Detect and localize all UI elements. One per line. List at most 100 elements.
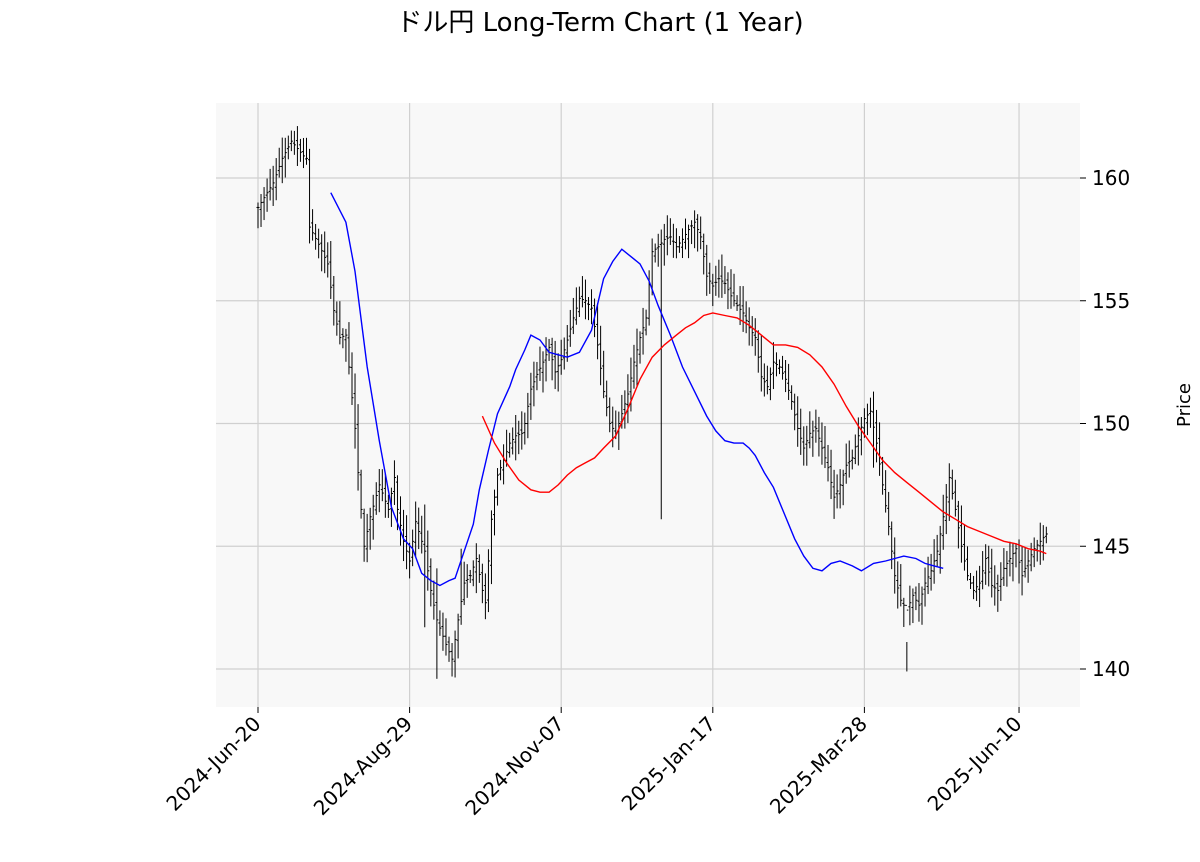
ohlc-bar xyxy=(553,340,557,390)
ohlc-bar xyxy=(1044,526,1048,544)
ohlc-bar xyxy=(611,406,615,448)
ohlc-bar xyxy=(787,363,791,400)
ohlc-bar xyxy=(756,330,760,373)
ohlc-bar xyxy=(289,130,293,152)
chart-title: ドル円 Long-Term Chart (1 Year) xyxy=(396,8,804,38)
ohlc-bar xyxy=(835,474,839,509)
ohlc-bar xyxy=(744,301,748,334)
ohlc-bar xyxy=(875,409,879,463)
ohlc-bar xyxy=(377,469,381,513)
ohlc-bar xyxy=(529,372,533,420)
ohlc-bar xyxy=(356,404,360,491)
ohlc-bar xyxy=(508,432,512,458)
ohlc-bar xyxy=(735,295,739,311)
ohlc-bar xyxy=(978,565,982,608)
ohlc-bar xyxy=(823,425,827,469)
ohlc-bar xyxy=(847,440,851,478)
ohlc-bar xyxy=(729,269,733,309)
ohlc-bar xyxy=(474,543,478,594)
ohlc-bar xyxy=(781,355,785,380)
ohlc-bar xyxy=(259,194,263,227)
ohlc-bar xyxy=(1005,550,1009,587)
plot-area xyxy=(216,103,1080,707)
ohlc-bar xyxy=(717,259,721,298)
x-tick-label: 2024-Aug-29 xyxy=(309,712,417,820)
ohlc-bar xyxy=(408,542,412,579)
ohlc-bar xyxy=(623,390,627,429)
ohlc-bar xyxy=(599,325,603,386)
ohlc-bar xyxy=(826,444,830,482)
ohlc-bar xyxy=(911,588,915,624)
ohlc-bar xyxy=(868,397,872,428)
ohlc-bar xyxy=(359,469,363,519)
ohlc-bar xyxy=(326,242,330,278)
ohlc-bar xyxy=(962,525,966,571)
ohlc-bar xyxy=(453,630,457,678)
ohlc-bar xyxy=(420,515,424,554)
ohlc-bar xyxy=(1020,546,1024,596)
y-tick-label: 155 xyxy=(1092,289,1130,313)
ohlc-bar xyxy=(447,636,451,662)
ohlc-bar xyxy=(271,165,275,206)
ohlc-bar xyxy=(283,137,287,178)
ohlc-bar xyxy=(538,346,542,381)
ohlc-bar xyxy=(726,272,730,310)
ohlc-bar xyxy=(1008,541,1012,577)
ohlc-bar xyxy=(714,265,718,296)
ohlc-bar xyxy=(559,339,563,375)
ohlc-bar xyxy=(353,373,357,449)
ohlc-bar xyxy=(999,562,1003,601)
ohlc-bar xyxy=(1026,549,1030,583)
ohlc-bar xyxy=(311,209,315,241)
ohlc-bar xyxy=(608,397,612,433)
ohlc-bar xyxy=(680,228,684,259)
ohlc-bar xyxy=(841,469,845,506)
ohlc-bar xyxy=(395,475,399,531)
ohlc-bar xyxy=(923,567,927,607)
ohlc-bar xyxy=(568,309,572,347)
ohlc-bar xyxy=(832,469,836,519)
ohlc-bar xyxy=(414,501,418,557)
ohlc-bar xyxy=(844,443,848,484)
ohlc-bar xyxy=(720,254,724,298)
ohlc-bars xyxy=(256,126,1048,679)
ohlc-bar xyxy=(320,234,324,272)
ohlc-bar xyxy=(805,425,809,466)
ohlc-bar xyxy=(899,564,903,607)
ohlc-bar xyxy=(929,553,933,591)
ohlc-bar xyxy=(514,414,518,461)
ohlc-bar xyxy=(774,352,778,377)
ohlc-bar xyxy=(350,352,354,406)
ohlc-bar xyxy=(793,393,797,431)
ohlc-bar xyxy=(771,342,775,390)
ohlc-bar xyxy=(687,224,691,259)
x-axis: 2024-Jun-20 2024-Aug-29 2024-Nov-07 2025-Ja… xyxy=(161,707,1027,820)
ohlc-bar xyxy=(850,449,854,470)
ohlc-bar xyxy=(423,504,427,628)
ohlc-bar xyxy=(641,307,645,355)
y-axis-label: Price xyxy=(1174,383,1195,427)
ohlc-bar xyxy=(456,613,460,659)
ohlc-bar xyxy=(656,233,660,267)
ohlc-bar xyxy=(917,583,921,622)
ohlc-bar xyxy=(371,494,375,540)
ohlc-bar xyxy=(965,546,969,581)
x-tick-label: 2024-Jun-20 xyxy=(161,712,265,816)
ohlc-bar xyxy=(580,276,584,308)
ohlc-bar xyxy=(626,374,630,424)
ohlc-bar xyxy=(520,411,524,450)
ohlc-bar xyxy=(471,560,475,587)
ohlc-bar xyxy=(323,231,327,274)
ohlc-bar xyxy=(753,318,757,356)
ohlc-bar xyxy=(838,469,842,509)
x-tick-label: 2024-Nov-07 xyxy=(460,712,568,820)
ohlc-bar xyxy=(277,147,281,178)
ohlc-bar xyxy=(711,273,715,307)
ohlc-bar xyxy=(829,449,833,500)
ohlc-bar xyxy=(344,328,348,362)
ohlc-bar xyxy=(908,585,912,626)
ohlc-bar xyxy=(317,228,321,259)
ohlc-bar xyxy=(759,335,763,392)
ohlc-bar xyxy=(862,408,866,438)
